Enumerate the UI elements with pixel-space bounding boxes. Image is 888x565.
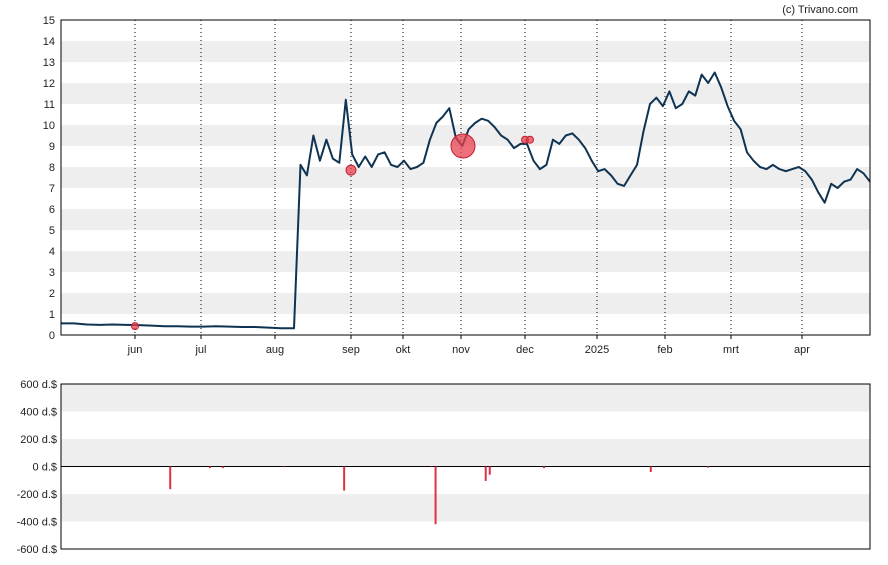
volume-bar <box>649 466 652 472</box>
price-x-tick-label: 2025 <box>585 344 609 356</box>
price-y-tick-label: 6 <box>49 204 55 216</box>
volume-bar <box>283 466 286 468</box>
price-y-tick-label: 0 <box>49 330 55 342</box>
price-y-tick-label: 11 <box>44 99 55 111</box>
price-x-tick-label: nov <box>452 344 470 356</box>
volume-bar <box>707 466 710 468</box>
credit-text: (c) Trivano.com <box>782 4 858 16</box>
event-marker <box>450 133 476 159</box>
price-x-tick-label: dec <box>516 344 534 356</box>
volume-y-tick-label: 400 d.$ <box>20 407 57 419</box>
price-line <box>61 71 871 330</box>
volume-grid-bands <box>61 384 870 522</box>
volume-y-tick-label: 600 d.$ <box>20 379 57 391</box>
price-grid-bands <box>61 41 870 314</box>
volume-bar <box>343 466 346 491</box>
price-y-tick-label: 4 <box>49 246 55 258</box>
price-x-tick-label: aug <box>266 344 284 356</box>
volume-y-axis: 600 d.$ 400 d.$ 200 d.$ 0 d.$ -200 d.$ -400 d… <box>17 379 57 556</box>
volume-band <box>61 384 870 412</box>
price-month-gridlines <box>134 20 803 335</box>
price-x-tick-label: okt <box>396 344 411 356</box>
price-y-tick-label: 12 <box>43 78 55 90</box>
price-y-tick-label: 3 <box>49 267 55 279</box>
price-x-tick-label: mrt <box>723 344 739 356</box>
price-x-tick-label: jun <box>127 344 143 356</box>
price-band <box>61 293 870 314</box>
event-markers <box>131 133 534 331</box>
price-x-tick-label: jul <box>194 344 206 356</box>
price-x-tick-label: apr <box>794 344 810 356</box>
volume-y-tick-label: -200 d.$ <box>17 489 57 501</box>
price-y-tick-label: 10 <box>43 120 55 132</box>
volume-bar <box>208 466 211 469</box>
volume-bar <box>484 466 487 481</box>
volume-y-tick-label: -600 d.$ <box>17 544 57 556</box>
volume-y-tick-label: -400 d.$ <box>17 517 57 529</box>
price-band <box>61 83 870 104</box>
volume-bar <box>488 466 491 475</box>
price-band <box>61 167 870 188</box>
volume-bars <box>169 466 710 525</box>
price-band <box>61 251 870 272</box>
volume-bar <box>542 466 545 469</box>
price-y-tick-label: 13 <box>43 57 55 69</box>
volume-band <box>61 439 870 467</box>
price-band <box>61 209 870 230</box>
price-x-axis: jun jul aug sep okt nov dec 2025 feb mrt apr <box>127 335 810 356</box>
price-y-tick-label: 8 <box>49 162 55 174</box>
price-x-tick-label: feb <box>657 344 672 356</box>
volume-bar <box>221 466 224 469</box>
volume-y-tick-label: 200 d.$ <box>20 434 57 446</box>
volume-plot-frame <box>60 383 871 550</box>
price-y-tick-label: 14 <box>43 36 55 48</box>
price-x-tick-label: sep <box>342 344 360 356</box>
price-y-tick-label: 5 <box>49 225 55 237</box>
volume-bar <box>430 466 433 468</box>
event-marker <box>131 322 139 331</box>
price-band <box>61 41 870 62</box>
price-y-tick-label: 7 <box>49 183 55 195</box>
volume-bar <box>169 466 172 490</box>
event-marker <box>345 164 357 176</box>
event-marker <box>526 135 534 144</box>
price-y-tick-label: 1 <box>49 309 55 321</box>
volume-band <box>61 494 870 522</box>
price-y-tick-label: 15 <box>43 15 55 27</box>
volume-bar <box>434 466 437 525</box>
price-y-tick-label: 9 <box>49 141 55 153</box>
price-y-tick-label: 2 <box>49 288 55 300</box>
price-plot-frame <box>60 19 871 336</box>
volume-y-tick-label: 0 d.$ <box>33 462 57 474</box>
